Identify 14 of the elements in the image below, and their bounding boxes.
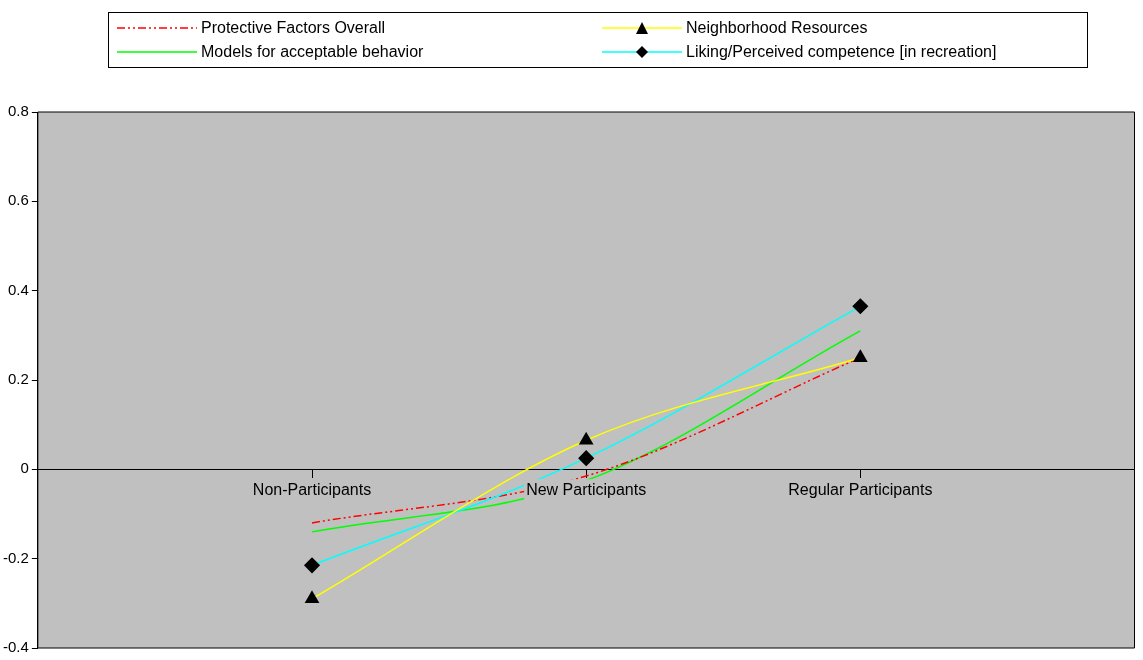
- legend-label: Liking/Perceived competence [in recreation]: [686, 43, 997, 61]
- y-tick-label: 0: [20, 459, 29, 477]
- y-tick-label: 0.8: [7, 102, 29, 120]
- x-tick-label: Non-Participants: [252, 481, 372, 499]
- x-tick-label: New Participants: [526, 481, 647, 499]
- y-tick-label: -0.4: [2, 638, 29, 656]
- y-tick-label: -0.2: [2, 548, 29, 566]
- y-tick-label: 0.2: [7, 370, 29, 388]
- legend-label: Neighborhood Resources: [686, 19, 868, 37]
- y-tick-label: 0.6: [7, 191, 29, 209]
- legend-label: Models for acceptable behavior: [201, 43, 424, 61]
- legend-label: Protective Factors Overall: [201, 19, 386, 37]
- y-tick-label: 0.4: [7, 280, 29, 298]
- x-tick-label: Regular Participants: [788, 481, 933, 499]
